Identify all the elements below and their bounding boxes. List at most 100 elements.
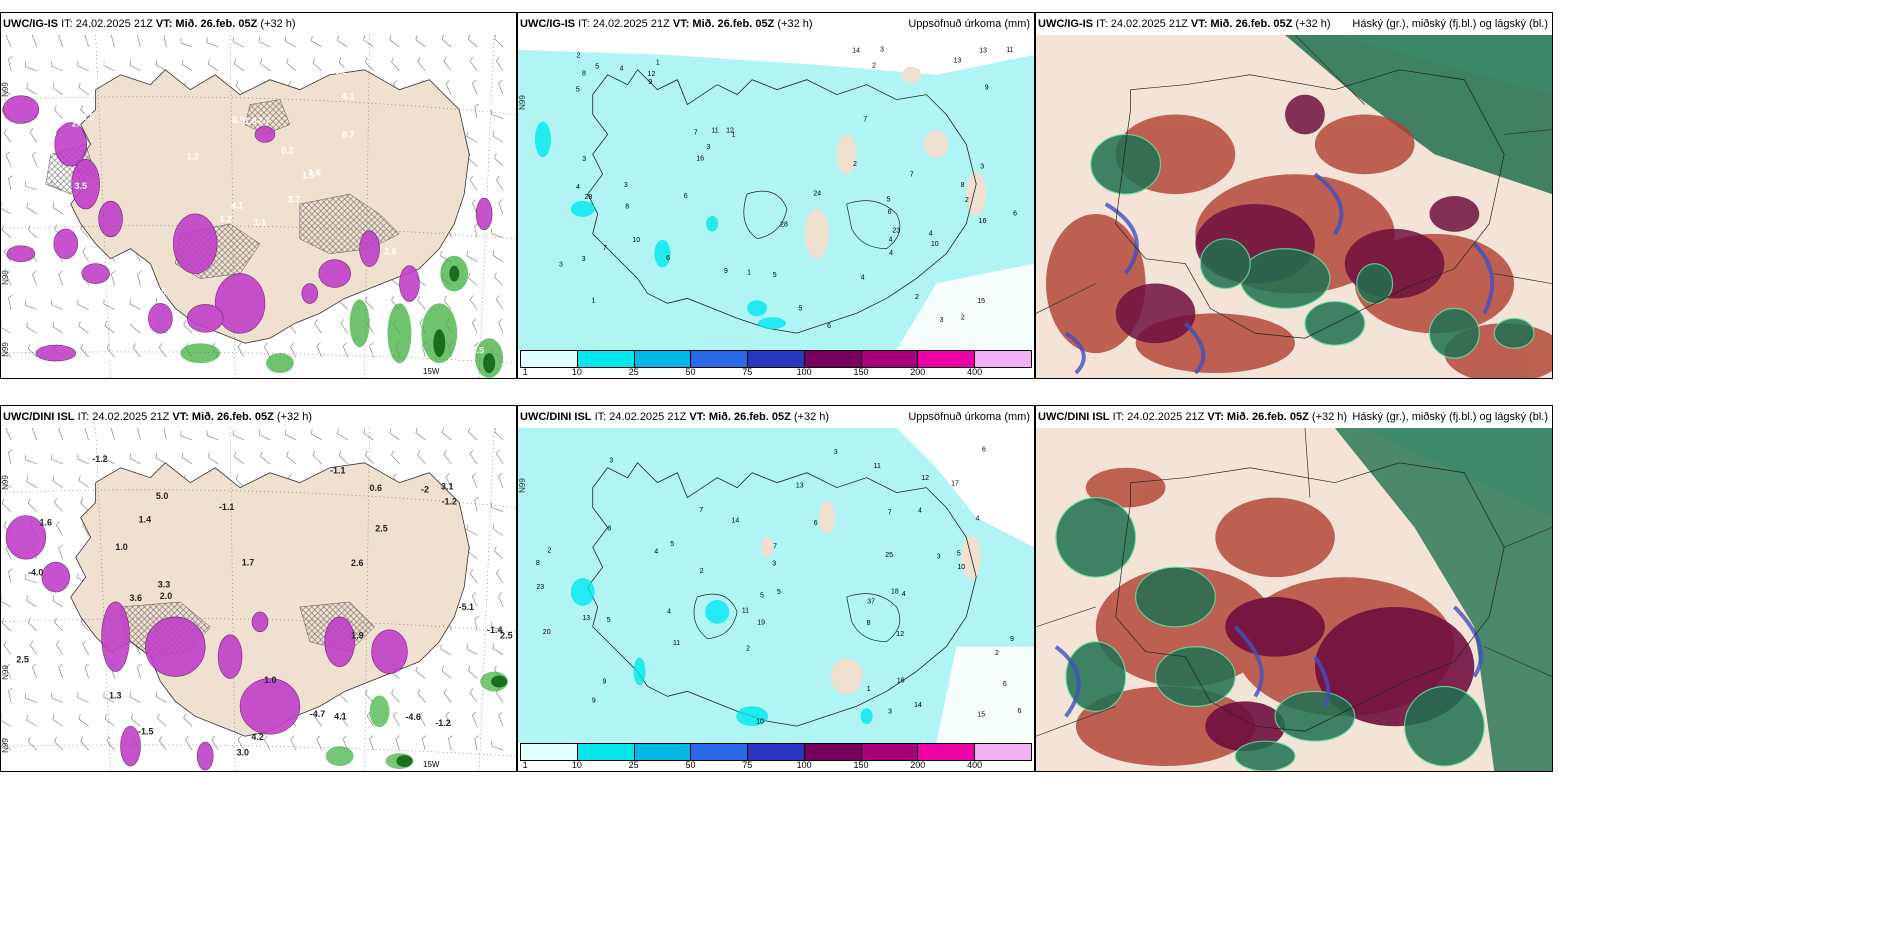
colorbar-label: 400 bbox=[967, 760, 983, 770]
map-value-label: 5 bbox=[773, 272, 777, 279]
map-value-label: 0.2 bbox=[281, 145, 293, 155]
map-value-label: 6 bbox=[666, 255, 670, 262]
panel-top-left-windchill: UWC/IG-IS IT: 24.02.2025 21Z VT: Mið. 26… bbox=[0, 12, 517, 379]
map-value-label: 7 bbox=[699, 507, 703, 514]
map-value-label: 9 bbox=[592, 697, 596, 704]
valid-time-label: VT: bbox=[1207, 411, 1224, 423]
map-value-label: 4.1 bbox=[231, 200, 243, 210]
map-value-label: 2 bbox=[995, 650, 999, 657]
map-value-label: 19 bbox=[757, 620, 765, 627]
map-value-label: -1.5 bbox=[138, 727, 153, 737]
map-value-label: -1.2 bbox=[92, 454, 107, 464]
iceland-coastline bbox=[587, 69, 977, 334]
map-value-label: 1 bbox=[592, 298, 596, 305]
map-value-label: 3 bbox=[937, 553, 941, 560]
map-value-label: 4.2 bbox=[251, 732, 263, 742]
panel-title: Háský (gr.), miðský (fj.bl.) og lágský (… bbox=[1352, 411, 1548, 423]
map-value-label: 1.0 bbox=[90, 284, 102, 294]
lat-tick-label: N99 bbox=[0, 475, 10, 490]
map-value-label: 4.1 bbox=[342, 91, 354, 101]
colorbar-label: 150 bbox=[853, 760, 869, 770]
lat-tick-label: N99 bbox=[0, 665, 10, 680]
panel-header: UWC/DINI ISL IT: 24.02.2025 21Z VT: Mið.… bbox=[518, 406, 1034, 428]
map-value-label: 2.1 bbox=[54, 317, 66, 327]
colorbar-swatch bbox=[691, 351, 749, 367]
map-value-label: 4 bbox=[918, 508, 922, 515]
map-value-label: 6 bbox=[982, 447, 986, 454]
map-value-label: 5 bbox=[607, 617, 611, 624]
map-value-label: 6 bbox=[684, 193, 688, 200]
colorbar-swatch bbox=[861, 351, 919, 367]
lat-tick-label: N99 bbox=[0, 738, 10, 753]
map-value-label: 3.6 bbox=[130, 593, 142, 603]
map-value-label: 4 bbox=[902, 591, 906, 598]
colorbar-swatches bbox=[520, 743, 1032, 761]
map-value-label: 0.9 bbox=[480, 101, 492, 111]
map-value-label: -4.7 bbox=[310, 709, 325, 719]
colorbar-label: 100 bbox=[796, 367, 812, 377]
iceland-land bbox=[70, 69, 470, 344]
map-value-label: 10 bbox=[957, 564, 965, 571]
colorbar-swatch bbox=[634, 351, 692, 367]
map-value-label: 2.6 bbox=[384, 246, 396, 256]
panel-title: Uppsöfnuð úrkoma (mm) bbox=[908, 18, 1030, 30]
colorbar-swatch bbox=[691, 744, 749, 760]
init-time: IT: 24.02.2025 21Z bbox=[1096, 18, 1188, 30]
map-value-label: 4 bbox=[889, 250, 893, 257]
colorbar-swatch bbox=[577, 744, 635, 760]
map-value-label: 9 bbox=[603, 679, 607, 686]
lat-tick-label: N99 bbox=[0, 270, 10, 285]
map-value-label: 0.5 bbox=[232, 115, 244, 125]
lead-time: (+32 h) bbox=[1295, 18, 1331, 30]
map-value-label: 8 bbox=[536, 560, 540, 567]
map-value-label: -4.6 bbox=[405, 712, 420, 722]
map-value-label: 4 bbox=[667, 609, 671, 616]
map-value-label: 3.7 bbox=[288, 195, 300, 205]
map-value-label: 3.5 bbox=[472, 346, 484, 356]
map-value-label: 16 bbox=[696, 155, 704, 162]
colorbar-swatch bbox=[975, 351, 1032, 367]
map-value-label: 2.5 bbox=[375, 524, 387, 534]
lead-time: (+32 h) bbox=[793, 411, 830, 423]
panel-bottom-right-clouds: UWC/DINI ISL IT: 24.02.2025 21Z VT: Mið.… bbox=[1035, 405, 1553, 772]
map-area: 1.1 2. 4.1 2.1 1.5 5.5 3.2 2.7 4.1 3.7 2.9 3.5 3.5 0.… bbox=[1, 35, 516, 378]
map-value-label: 28 bbox=[585, 194, 593, 201]
lat-tick-label: N99 bbox=[0, 342, 10, 357]
model-name: UWC/DINI ISL bbox=[520, 411, 592, 423]
map-value-label: 5 bbox=[957, 550, 961, 557]
map-value-label: 1.2 bbox=[219, 214, 231, 224]
map-value-label: 8 bbox=[607, 526, 611, 533]
map-value-label: 10 bbox=[632, 237, 640, 244]
map-area bbox=[1036, 428, 1552, 771]
map-value-label: 4.6 bbox=[234, 70, 246, 80]
map-svg bbox=[1036, 35, 1552, 378]
map-value-label: 17 bbox=[951, 481, 959, 488]
map-value-label: 6 bbox=[827, 323, 831, 330]
map-area: 6 2 1 1 1 2 3 2 7 6 5 4 8 15 9 3 28 24 12 10 11 13 16 16 14 12 23 2… bbox=[518, 35, 1034, 350]
map-value-label: 4.2 bbox=[82, 112, 94, 122]
lon-tick-label: 15W bbox=[423, 367, 440, 376]
lead-time: (+32 h) bbox=[777, 18, 813, 30]
map-value-label: 4 bbox=[976, 516, 980, 523]
map-value-label: 4 bbox=[620, 65, 624, 72]
map-value-label: -1.1 bbox=[330, 466, 345, 476]
panel-header: UWC/IG-IS IT: 24.02.2025 21Z VT: Mið. 26… bbox=[1, 13, 516, 35]
colorbar-label: 75 bbox=[742, 367, 753, 377]
map-value-label: 2 bbox=[961, 315, 965, 322]
map-value-label: 3.3 bbox=[158, 580, 170, 590]
valid-time: Mið. 26.feb. 05Z bbox=[1210, 18, 1293, 30]
map-value-label: 2.9 bbox=[101, 58, 113, 68]
map-value-label: -2 bbox=[421, 485, 429, 495]
lead-time: (+32 h) bbox=[260, 18, 296, 30]
map-area bbox=[1036, 35, 1552, 378]
model-name: UWC/DINI ISL bbox=[3, 411, 75, 423]
map-value-label: 2.7 bbox=[258, 115, 270, 125]
map-value-label: 15 bbox=[977, 298, 985, 305]
map-value-label: 4 bbox=[929, 231, 933, 238]
map-value-label: 2 bbox=[746, 646, 750, 653]
map-value-label: 1.9 bbox=[351, 631, 363, 641]
lead-time: (+32 h) bbox=[276, 411, 313, 423]
panel-header: UWC/DINI ISL IT: 24.02.2025 21Z VT: Mið.… bbox=[1, 406, 516, 428]
map-value-label: 7 bbox=[773, 544, 777, 551]
map-value-label: 28 bbox=[780, 221, 788, 228]
